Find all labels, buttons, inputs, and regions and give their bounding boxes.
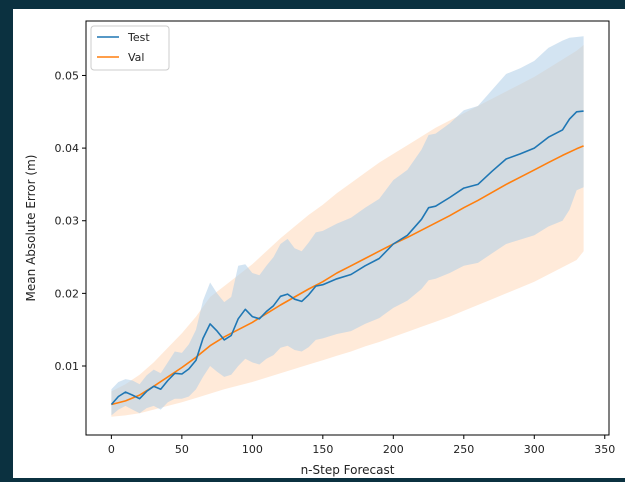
line-chart: 0 50 100 150 200 250 300 350 0.010.020.030.040.… xyxy=(24,20,615,477)
x-tick-label: 100 xyxy=(242,443,263,456)
y-axis-label: Mean Absolute Error (m) xyxy=(24,155,38,302)
x-tick-label: 250 xyxy=(453,443,474,456)
y-tick-label: 0.04 xyxy=(55,142,80,155)
y-tick-label: 0.03 xyxy=(55,215,80,228)
series-lines xyxy=(110,110,584,406)
band-test xyxy=(111,36,584,416)
x-tick-label: 50 xyxy=(175,443,189,456)
y-tick-label: 0.01 xyxy=(55,360,80,373)
x-tick-label: 350 xyxy=(594,443,615,456)
x-tick-label: 150 xyxy=(312,443,333,456)
legend: Test Val xyxy=(90,25,170,71)
x-axis-label: n-Step Forecast xyxy=(301,463,395,477)
y-tick-label: 0.02 xyxy=(55,287,80,300)
x-tick-label: 300 xyxy=(524,443,545,456)
confidence-bands xyxy=(111,36,584,417)
x-axis-ticks: 0 50 100 150 200 250 300 350 xyxy=(108,435,615,456)
legend-label-val: Val xyxy=(128,51,144,64)
series-line-val xyxy=(111,145,584,406)
y-axis-ticks: 0.01 0.02 0.03 0.04 0.05 xyxy=(55,69,86,373)
x-tick-label: 200 xyxy=(383,443,404,456)
chart-figure: 0 50 100 150 200 250 300 350 0.01 0.02 0.03 0.04 0.… xyxy=(13,9,625,478)
legend-label-test: Test xyxy=(127,31,150,44)
y-tick-label: 0.05 xyxy=(55,69,80,82)
plot-frame xyxy=(85,20,610,436)
series-line-test xyxy=(110,110,584,406)
x-tick-label: 0 xyxy=(108,443,115,456)
